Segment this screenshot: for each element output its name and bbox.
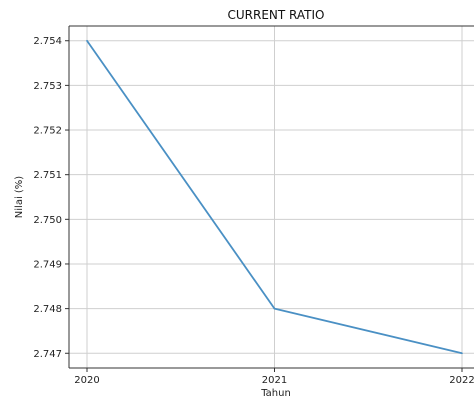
grid-lines — [69, 26, 474, 368]
axes — [68, 25, 474, 369]
y-tick-label: 2.747 — [33, 349, 62, 360]
y-tick-label: 2.750 — [33, 215, 62, 226]
data-point — [86, 39, 88, 42]
x-tick-label: 2022 — [449, 375, 474, 386]
x-tick-label: 2021 — [262, 375, 287, 386]
ticks: 2.747 2.748 2.749 2.750 2.751 2.752 2.753 2.754… — [33, 36, 474, 386]
y-tick-label: 2.754 — [33, 36, 62, 47]
y-axis-label: Nilai (%) — [14, 176, 25, 219]
y-tick-label: 2.748 — [33, 304, 62, 315]
data-point — [273, 307, 276, 310]
chart-title: CURRENT RATIO — [228, 8, 325, 22]
data-point — [461, 352, 463, 355]
series-layer — [86, 39, 463, 355]
y-tick-label: 2.753 — [33, 81, 62, 92]
y-tick-label: 2.751 — [33, 170, 62, 181]
x-tick-label: 2020 — [74, 375, 99, 386]
x-axis-label: Tahun — [260, 388, 291, 399]
y-tick-label: 2.752 — [33, 126, 62, 137]
y-tick-label: 2.749 — [33, 259, 62, 270]
